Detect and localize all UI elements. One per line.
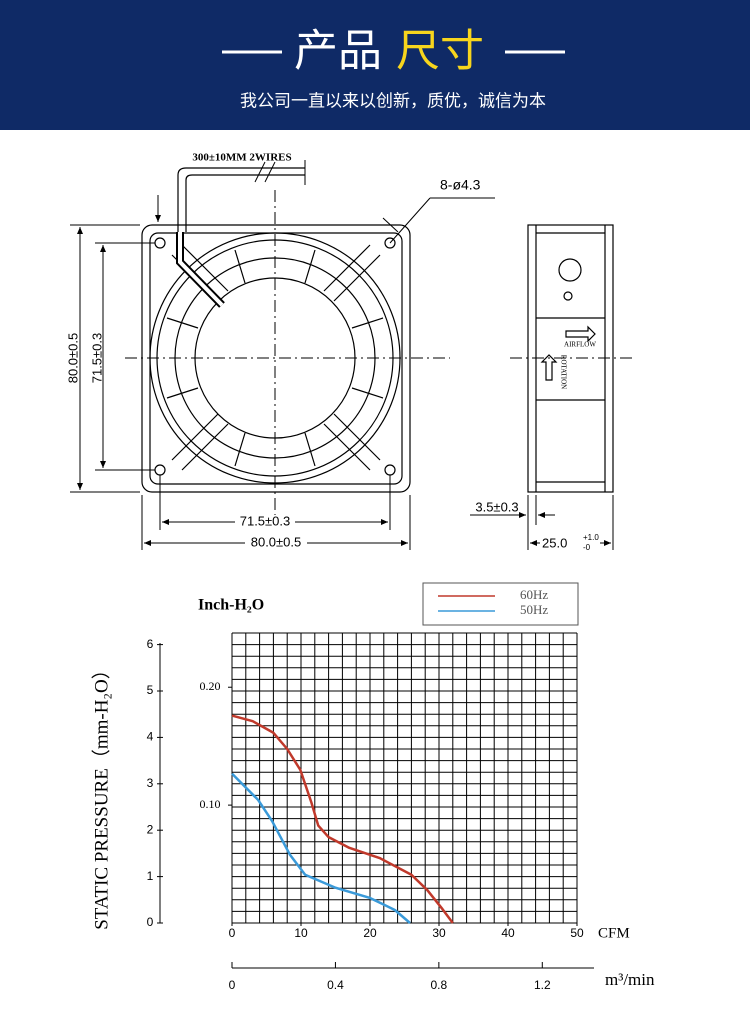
x-tick-label: 40 [501, 926, 515, 940]
y2-tick-label: 0.20 [200, 679, 221, 693]
fan-front-view [125, 160, 495, 525]
dim-width-outer: 80.0±0.5 [251, 534, 302, 549]
header-subtitle: 我公司一直以来以创新，质优，诚信为本 [240, 91, 546, 110]
airflow-label: AIRFLOW [564, 341, 596, 349]
chart: 0 1 2 3 4 5 6 0.10 0.20 0 10 20 30 40 50 0 0.4 0.8 1.2 STAT… [90, 582, 655, 992]
y-axis-title: STATIC PRESSURE（mm-H₂O） [90, 660, 112, 930]
x2-tick-label: 0.8 [431, 978, 448, 992]
hole-label: 8-ø4.3 [440, 177, 481, 193]
dim-flange: 3.5±0.3 [475, 499, 518, 514]
dim-depth: 25.0 [542, 535, 567, 550]
header-band [0, 0, 750, 130]
y2-tick-label: 0.10 [200, 797, 221, 811]
y-tick-label: 0 [147, 915, 154, 929]
y-tick-label: 4 [147, 730, 154, 744]
y-tick-label: 1 [147, 869, 154, 883]
legend-label: 60Hz [520, 587, 548, 602]
curve [231, 714, 454, 924]
header-title: 产品 [294, 27, 382, 76]
y2-axis-title: Inch-H₂O [198, 597, 264, 614]
dim-height-outer: 80.0±0.5 [65, 333, 80, 384]
dim-width-inner: 71.5±0.3 [240, 513, 291, 528]
y-tick-label: 2 [147, 822, 154, 836]
dim-depth-minus: -0 [583, 543, 591, 552]
x-tick-label: 20 [363, 926, 377, 940]
legend-box [422, 582, 579, 626]
wire-label: 300±10MM 2WIRES [192, 152, 291, 164]
y-tick-label: 6 [147, 637, 154, 651]
x-tick-label: 10 [294, 926, 308, 940]
curve [231, 772, 411, 924]
dim-depth-plus: +1.0 [583, 533, 599, 542]
x-tick-label: 30 [432, 926, 446, 940]
legend-label: 50Hz [520, 602, 548, 617]
x2-tick-label: 0 [229, 978, 236, 992]
dim-height-inner: 71.5±0.3 [89, 333, 104, 384]
rotation-label: ROTATION [559, 355, 567, 389]
fan-side-view [510, 224, 635, 493]
x2-tick-label: 1.2 [534, 978, 551, 992]
x2-axis-title: m³/min [605, 970, 655, 989]
x-tick-label: 50 [570, 926, 584, 940]
y-tick-label: 5 [147, 683, 154, 697]
x2-tick-label: 0.4 [327, 978, 344, 992]
header-title-accent: 尺寸 [396, 27, 484, 76]
dimension-lines [70, 224, 614, 550]
y-tick-label: 3 [147, 776, 154, 790]
x-axis-title: CFM [598, 925, 630, 941]
x-tick-label: 0 [229, 926, 236, 940]
